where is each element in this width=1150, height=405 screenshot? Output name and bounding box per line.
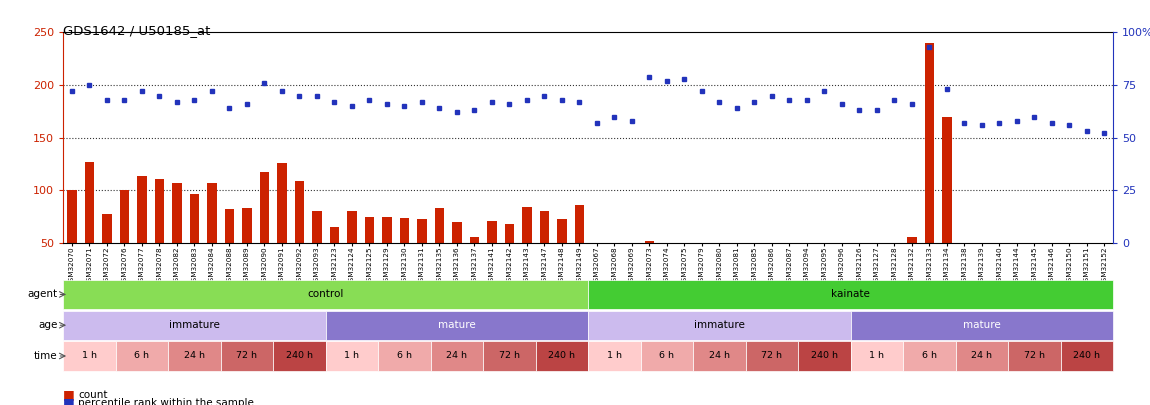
Text: mature: mature	[438, 320, 476, 330]
Bar	[382, 217, 392, 243]
Text: 240 h: 240 h	[286, 352, 313, 360]
Text: 1 h: 1 h	[607, 352, 622, 360]
Bar	[539, 211, 550, 243]
Text: agent: agent	[28, 290, 58, 299]
Text: 24 h: 24 h	[972, 352, 992, 360]
Text: time: time	[33, 351, 58, 361]
Bar	[277, 163, 286, 243]
Bar	[645, 241, 654, 243]
Bar	[907, 237, 917, 243]
Bar	[347, 211, 356, 243]
Text: age: age	[38, 320, 58, 330]
Text: 1 h: 1 h	[869, 352, 884, 360]
Text: GDS1642 / U50185_at: GDS1642 / U50185_at	[63, 24, 210, 37]
Bar	[120, 190, 129, 243]
Bar	[942, 117, 952, 243]
Text: 72 h: 72 h	[761, 352, 782, 360]
Text: 72 h: 72 h	[499, 352, 520, 360]
Bar	[67, 190, 77, 243]
Bar	[575, 205, 584, 243]
Bar	[172, 183, 182, 243]
Bar	[505, 224, 514, 243]
Text: 72 h: 72 h	[237, 352, 258, 360]
Text: 6 h: 6 h	[922, 352, 937, 360]
Bar	[294, 181, 305, 243]
Bar	[488, 221, 497, 243]
Bar	[85, 162, 94, 243]
Text: 72 h: 72 h	[1024, 352, 1045, 360]
Text: 240 h: 240 h	[549, 352, 575, 360]
Bar	[452, 222, 462, 243]
Bar	[224, 209, 235, 243]
Bar	[102, 213, 112, 243]
Text: 240 h: 240 h	[1073, 352, 1101, 360]
Bar	[469, 237, 480, 243]
Text: mature: mature	[963, 320, 1000, 330]
Text: 24 h: 24 h	[446, 352, 468, 360]
Text: count: count	[78, 390, 108, 400]
Text: 6 h: 6 h	[135, 352, 150, 360]
Text: 6 h: 6 h	[659, 352, 674, 360]
Text: percentile rank within the sample: percentile rank within the sample	[78, 398, 254, 405]
Text: ■: ■	[63, 396, 75, 405]
Bar	[435, 208, 444, 243]
Bar	[330, 227, 339, 243]
Bar	[557, 219, 567, 243]
Bar	[400, 218, 409, 243]
Text: 24 h: 24 h	[708, 352, 730, 360]
Text: ■: ■	[63, 388, 75, 401]
Bar	[137, 176, 147, 243]
Bar	[155, 179, 164, 243]
Text: immature: immature	[695, 320, 745, 330]
Bar	[522, 207, 531, 243]
Bar	[365, 217, 374, 243]
Bar	[190, 194, 199, 243]
Text: control: control	[307, 290, 344, 299]
Text: 6 h: 6 h	[397, 352, 412, 360]
Text: 1 h: 1 h	[345, 352, 360, 360]
Bar	[260, 173, 269, 243]
Bar	[312, 211, 322, 243]
Bar	[417, 219, 427, 243]
Text: kainate: kainate	[831, 290, 871, 299]
Text: immature: immature	[169, 320, 220, 330]
Bar	[207, 183, 217, 243]
Bar	[925, 43, 934, 243]
Text: 1 h: 1 h	[82, 352, 97, 360]
Bar	[243, 208, 252, 243]
Text: 240 h: 240 h	[811, 352, 838, 360]
Text: 24 h: 24 h	[184, 352, 205, 360]
